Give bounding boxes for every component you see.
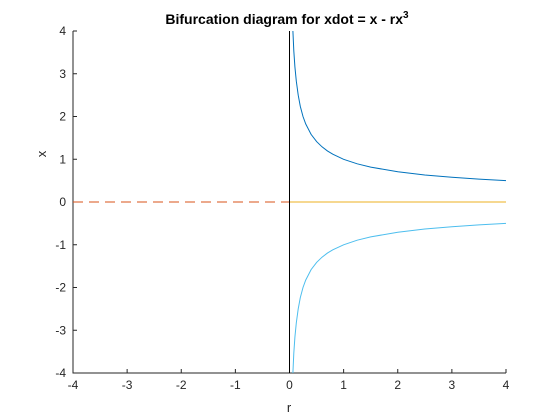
x-tick-label: -1 [230, 378, 241, 392]
plot-area: -4 -3 -2 -1 0 1 2 3 4 -4 -3 -2 -1 0 1 2 3 4 [55, 24, 509, 392]
x-tick-label: 3 [449, 378, 456, 392]
y-tick-label: 0 [59, 195, 66, 209]
series-negative-branch [292, 222, 507, 374]
series-positive-branch [292, 30, 507, 182]
x-tick-label: 1 [340, 378, 347, 392]
chart-title-superscript: 3 [403, 10, 409, 21]
y-tick-label: -3 [55, 323, 66, 337]
y-tick-label: 4 [59, 24, 66, 38]
x-tick-label: -2 [176, 378, 187, 392]
x-axis-label: r [287, 400, 292, 415]
y-tick-label: 3 [59, 67, 66, 81]
y-axis-label: x [34, 150, 49, 157]
chart-title: Bifurcation diagram for xdot = x - rx3 [165, 10, 409, 27]
x-tick-label: 4 [503, 378, 510, 392]
y-tick-label: 2 [59, 110, 66, 124]
x-tick-label: -4 [68, 378, 79, 392]
y-tick-label: -4 [55, 366, 66, 380]
y-tick-label: -1 [55, 238, 66, 252]
y-tick-label: -2 [55, 281, 66, 295]
chart-title-text: Bifurcation diagram for xdot = x - rx [165, 11, 403, 27]
x-tick-label: 0 [286, 378, 293, 392]
x-tick-label: -3 [122, 378, 133, 392]
y-tick-label: 1 [59, 152, 66, 166]
x-tick-label: 2 [394, 378, 401, 392]
